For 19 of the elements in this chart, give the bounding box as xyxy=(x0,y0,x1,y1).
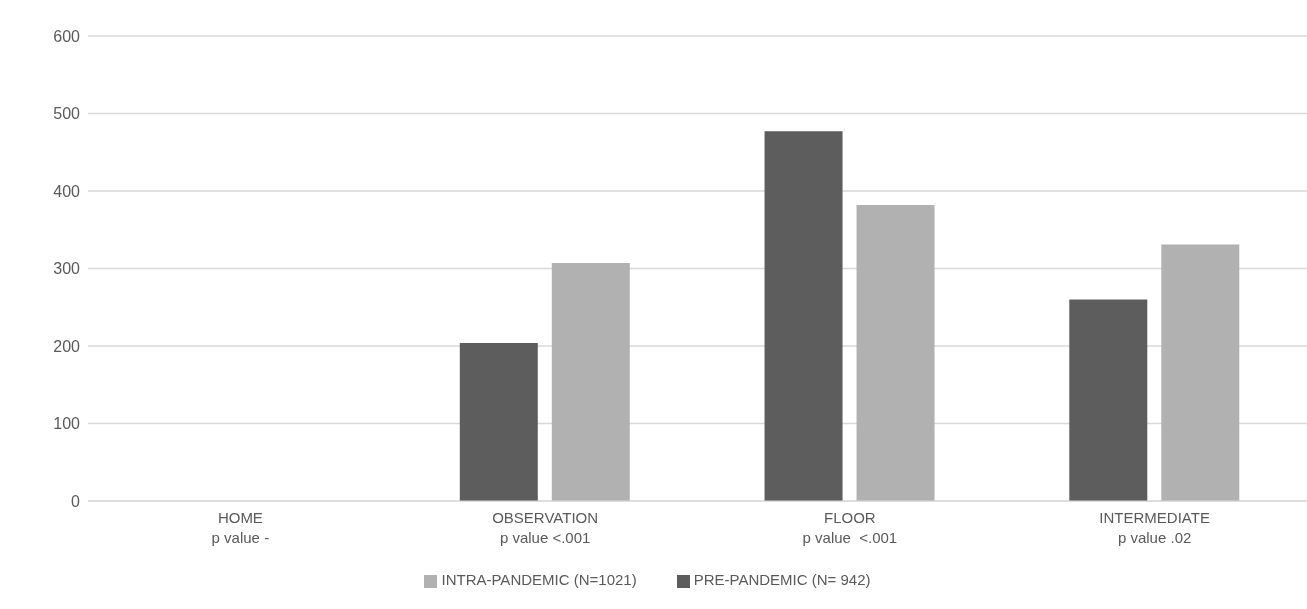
bar xyxy=(459,342,538,501)
bar xyxy=(764,131,843,501)
x-tick-label: INTERMEDIATE p value .02 xyxy=(1099,509,1210,546)
y-tick-label: 400 xyxy=(53,182,81,200)
y-tick-label: 200 xyxy=(53,337,81,355)
y-tick-label: 100 xyxy=(53,415,81,433)
legend-label: PRE-PANDEMIC (N= 942) xyxy=(693,571,871,588)
y-tick-label: 0 xyxy=(71,492,81,510)
bar xyxy=(551,263,630,501)
y-tick-label: 500 xyxy=(53,105,81,123)
bar xyxy=(1069,299,1148,501)
legend-label: INTRA-PANDEMIC (N=1021) xyxy=(441,571,637,588)
bar xyxy=(856,204,935,501)
y-tick-label: 300 xyxy=(53,260,81,278)
y-tick-label: 600 xyxy=(53,27,81,45)
bar xyxy=(1161,244,1240,501)
x-tick-label: HOME p value - xyxy=(211,509,270,546)
x-tick-label: OBSERVATION p value <.001 xyxy=(492,509,599,546)
x-tick-label: FLOOR p value <.001 xyxy=(802,509,898,546)
